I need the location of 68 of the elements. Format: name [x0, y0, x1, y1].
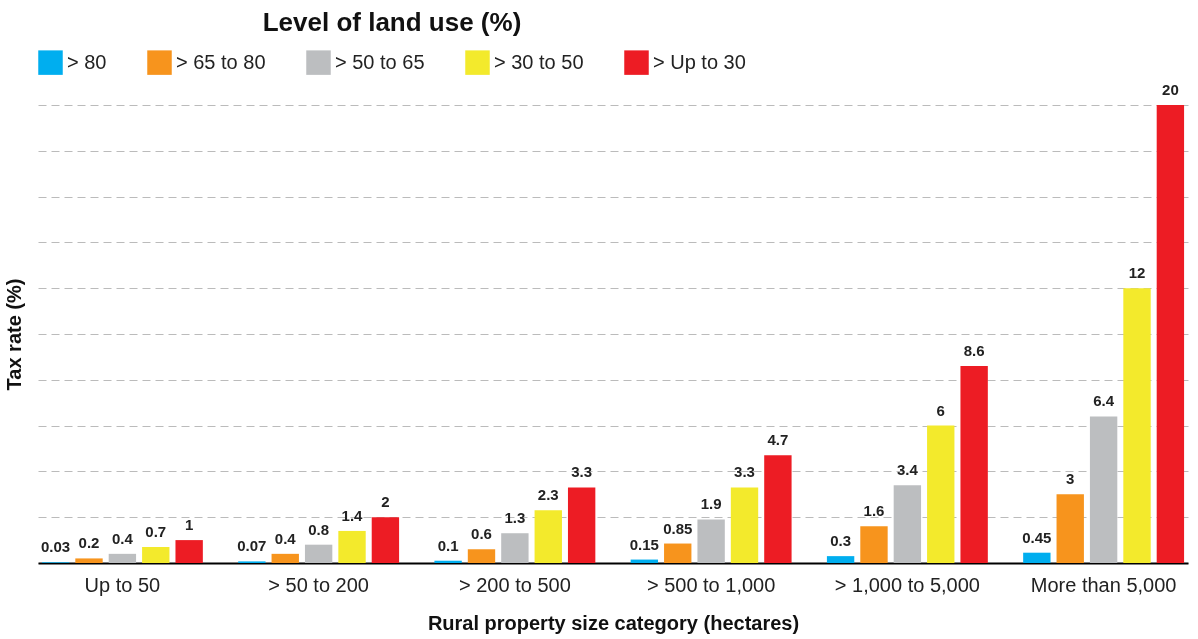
bar	[1056, 494, 1084, 563]
legend-label: > 65 to 80	[176, 50, 266, 73]
data-label: 0.15	[629, 535, 659, 553]
bar	[467, 549, 496, 563]
data-label: 0.85	[663, 519, 693, 537]
data-label: 3.3	[734, 463, 755, 481]
bar	[664, 543, 692, 563]
bar	[271, 553, 299, 563]
bar	[960, 366, 988, 563]
bar	[567, 487, 596, 563]
data-label: 1	[184, 516, 194, 534]
data-label: 0.1	[437, 536, 459, 554]
data-label: 3	[1066, 470, 1075, 488]
bar	[175, 540, 203, 563]
data-label: 20	[1162, 81, 1179, 98]
data-label: 0.03	[41, 538, 71, 556]
bar	[338, 530, 366, 563]
bar	[764, 455, 792, 563]
bar	[730, 487, 759, 563]
bar	[142, 546, 170, 563]
bar	[927, 425, 955, 563]
data-label: 0.4	[274, 529, 297, 547]
x-tick-label: > 1,000 to 5,000	[834, 573, 980, 596]
data-label: 0.07	[237, 537, 267, 555]
y-axis-title: Tax rate (%)	[2, 278, 25, 391]
data-label: 8.6	[963, 342, 985, 360]
legend-label: > 50 to 65	[335, 50, 425, 73]
bar	[75, 558, 103, 563]
x-tick-label: More than 5,000	[1030, 573, 1177, 596]
data-label: 1.9	[700, 495, 722, 513]
data-label: 6	[936, 401, 945, 419]
legend-label: > 80	[67, 50, 107, 73]
x-tick-label: > 500 to 1,000	[646, 573, 776, 596]
data-label: 0.45	[1022, 528, 1052, 546]
x-tick-label: Up to 50	[84, 573, 161, 596]
bar	[501, 533, 529, 563]
legend-title: Level of land use (%)	[262, 7, 522, 37]
bar	[1023, 552, 1051, 563]
x-tick-label: > 50 to 200	[268, 573, 369, 596]
data-label: 1.6	[863, 502, 885, 520]
data-label: 0.3	[830, 532, 852, 550]
data-label: 4.7	[767, 431, 789, 449]
data-label: 0.6	[471, 525, 492, 543]
data-label: 2	[381, 493, 390, 511]
bar	[1156, 105, 1185, 563]
bar	[534, 510, 562, 563]
bar	[304, 544, 333, 563]
data-label: 0.7	[145, 522, 167, 540]
data-label: 12	[1128, 264, 1146, 282]
x-tick-label: > 200 to 500	[458, 573, 571, 596]
data-label: 0.2	[78, 534, 100, 552]
data-label: 0.4	[111, 529, 134, 547]
data-label: 0.8	[308, 520, 330, 538]
data-label: 2.3	[537, 486, 559, 504]
legend-label: > Up to 30	[653, 50, 746, 73]
data-label: 6.4	[1093, 392, 1115, 410]
x-axis-title: Rural property size category (hectares)	[427, 611, 800, 634]
bar	[1123, 288, 1151, 563]
bar	[371, 517, 400, 563]
bar	[108, 553, 137, 563]
data-label: 3.4	[896, 461, 919, 479]
bar	[860, 526, 888, 563]
data-label: 3.3	[571, 463, 593, 481]
bar	[826, 556, 855, 563]
data-label: 1.3	[504, 509, 526, 527]
bar	[893, 485, 922, 563]
data-label: 1.4	[341, 506, 364, 524]
legend-label: > 30 to 50	[494, 50, 584, 73]
